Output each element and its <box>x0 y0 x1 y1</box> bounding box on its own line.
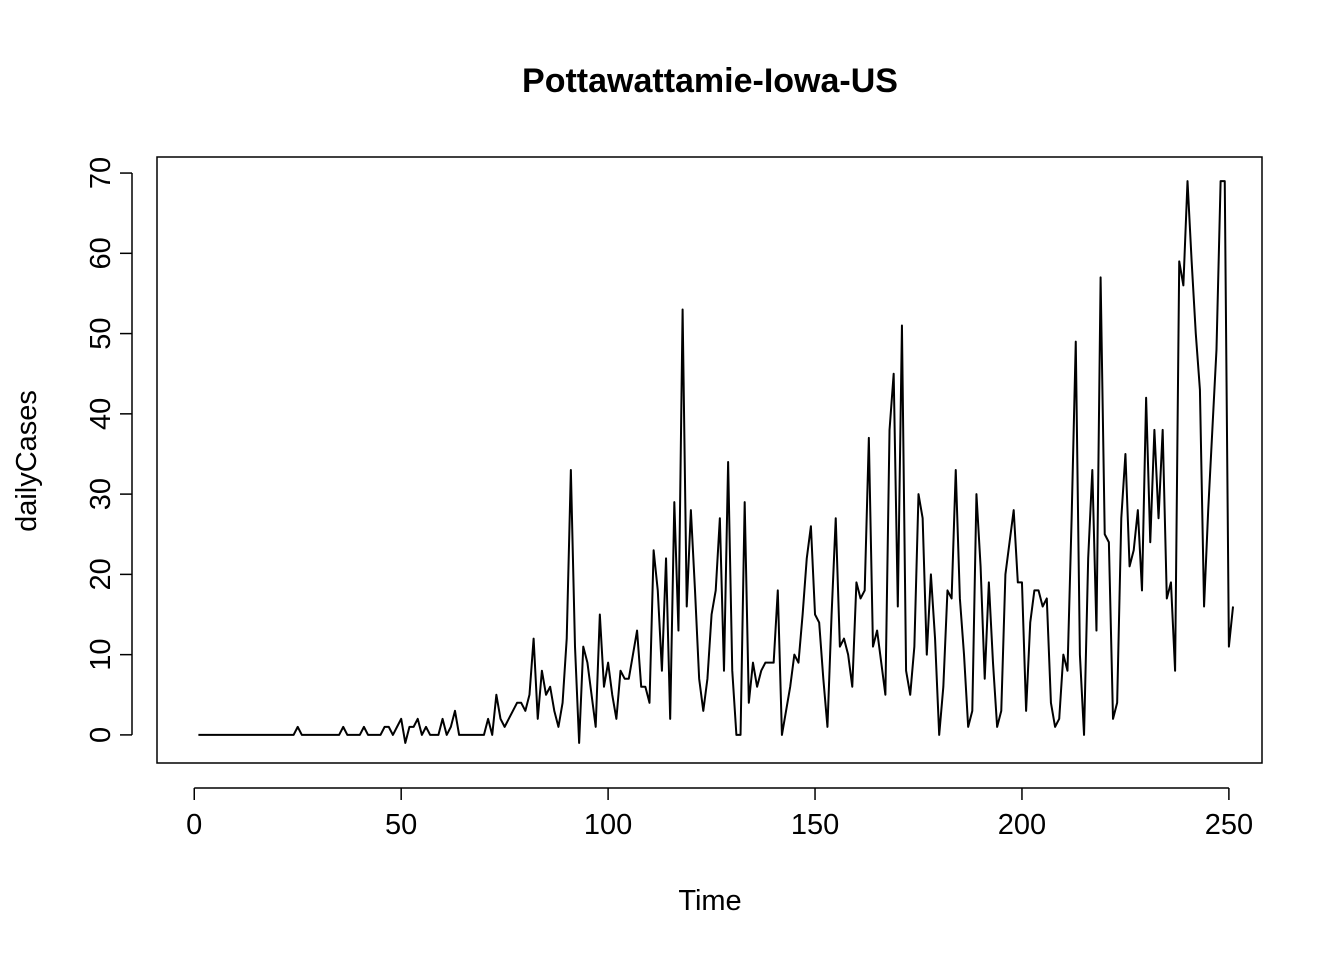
x-axis: 0 50 100 150 200 250 <box>186 787 1253 841</box>
x-tick-label: 0 <box>186 809 202 841</box>
plot-area-frame <box>156 156 1263 764</box>
chart-title: Pottawattamie-Iowa-US <box>522 62 898 100</box>
y-tick-label: 20 <box>85 558 117 590</box>
y-tick-label: 60 <box>85 237 117 269</box>
y-tick-label: 70 <box>85 157 117 189</box>
y-tick-label: 0 <box>85 727 117 743</box>
y-axis-label: dailyCases <box>11 390 43 532</box>
y-tick-label: 30 <box>85 478 117 510</box>
series-group <box>198 180 1235 744</box>
y-tick-label: 10 <box>85 639 117 671</box>
series-line <box>198 180 1235 744</box>
y-tick-label: 50 <box>85 317 117 349</box>
x-tick-label: 200 <box>998 809 1046 841</box>
y-tick-label: 40 <box>85 398 117 430</box>
x-axis-label: Time <box>678 885 741 917</box>
y-axis: 0 10 20 30 40 50 60 70 <box>85 157 133 743</box>
x-tick-label: 50 <box>385 809 417 841</box>
x-tick-label: 150 <box>791 809 839 841</box>
x-tick-label: 250 <box>1205 809 1253 841</box>
x-tick-label: 100 <box>584 809 632 841</box>
